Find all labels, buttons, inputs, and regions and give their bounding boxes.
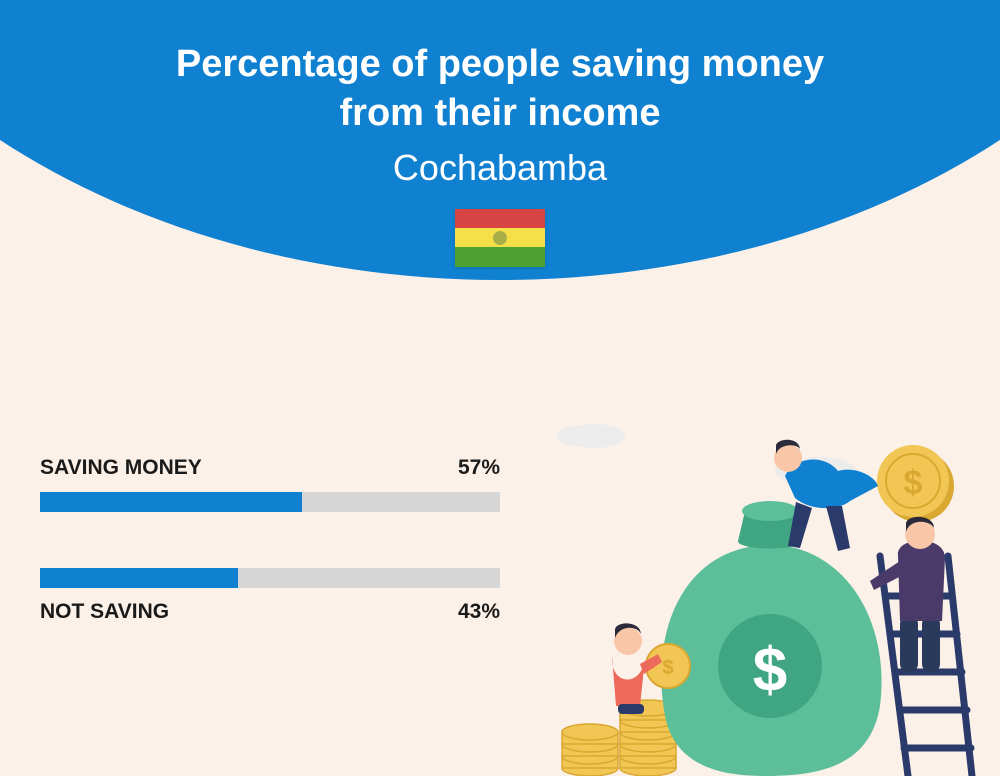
bar-value: 57% <box>458 456 500 480</box>
flag-stripe-bot <box>455 247 545 266</box>
title-line-1: Percentage of people saving money <box>176 43 824 85</box>
bar-track <box>40 492 500 512</box>
bar-fill <box>40 568 238 588</box>
savings-illustration: $ $ $ <box>540 416 980 776</box>
bar-value: 43% <box>458 600 500 624</box>
bar-track <box>40 568 500 588</box>
header: Percentage of people saving money from t… <box>0 40 1000 267</box>
svg-text:$: $ <box>904 464 923 502</box>
flag-icon <box>455 209 545 267</box>
title-line-2: from their income <box>340 92 661 134</box>
page-subtitle: Cochabamba <box>0 147 1000 189</box>
page-title: Percentage of people saving money from t… <box>0 40 1000 139</box>
coin-icon: $ <box>877 445 954 522</box>
bars-section: SAVING MONEY 57% NOT SAVING 43% <box>40 456 500 680</box>
bar-fill <box>40 492 302 512</box>
person-icon <box>870 517 945 672</box>
flag-stripe-top <box>455 209 545 228</box>
bar-label: NOT SAVING <box>40 600 169 624</box>
bar-saving-money: SAVING MONEY 57% <box>40 456 500 512</box>
bar-label: SAVING MONEY <box>40 456 202 480</box>
flag-emblem <box>493 231 507 245</box>
svg-text:$: $ <box>753 636 787 705</box>
bar-not-saving: NOT SAVING 43% <box>40 568 500 624</box>
svg-text:$: $ <box>662 657 673 679</box>
